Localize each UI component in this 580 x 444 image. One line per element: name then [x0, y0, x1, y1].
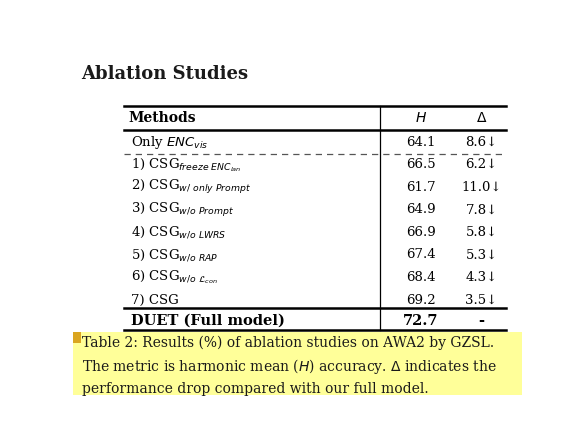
Text: 68.4: 68.4	[406, 271, 436, 284]
Text: 3) CSG$_{w/o\ Prompt}$: 3) CSG$_{w/o\ Prompt}$	[131, 201, 234, 219]
Text: 4.3↓: 4.3↓	[465, 271, 498, 284]
Text: 5.3↓: 5.3↓	[465, 249, 498, 262]
Text: 61.7: 61.7	[406, 181, 436, 194]
Text: 69.2: 69.2	[406, 293, 436, 307]
Text: Methods: Methods	[129, 111, 196, 125]
Text: 72.7: 72.7	[403, 313, 438, 328]
Text: 66.5: 66.5	[406, 158, 436, 171]
Text: DUET (Full model): DUET (Full model)	[131, 313, 285, 328]
Text: 5.8↓: 5.8↓	[466, 226, 498, 239]
Text: 6.2↓: 6.2↓	[465, 158, 498, 171]
Text: 7) CSG: 7) CSG	[131, 293, 179, 307]
Text: $H$: $H$	[415, 111, 427, 125]
Text: 5) CSG$_{w/o\ RAP}$: 5) CSG$_{w/o\ RAP}$	[131, 247, 219, 263]
Text: 67.4: 67.4	[406, 249, 436, 262]
Text: 64.9: 64.9	[406, 203, 436, 216]
Text: 8.6↓: 8.6↓	[465, 136, 498, 149]
Text: 1) CSG$_{freeze\ ENC_{lan}}$: 1) CSG$_{freeze\ ENC_{lan}}$	[131, 156, 241, 174]
Text: 11.0↓: 11.0↓	[461, 181, 502, 194]
Text: Table 2: Results (%) of ablation studies on AWA2 by GZSL.
The metric is harmonic: Table 2: Results (%) of ablation studies…	[82, 336, 497, 396]
Text: Ablation Studies: Ablation Studies	[81, 65, 249, 83]
Text: -: -	[478, 313, 484, 328]
Bar	[72, 332, 81, 343]
Text: 4) CSG$_{w/o\ LWRS}$: 4) CSG$_{w/o\ LWRS}$	[131, 225, 226, 240]
Text: 3.5↓: 3.5↓	[465, 293, 498, 307]
Text: Only $\mathit{ENC}_{vis}$: Only $\mathit{ENC}_{vis}$	[131, 134, 208, 151]
Text: $\Delta$: $\Delta$	[476, 111, 487, 125]
Text: 2) CSG$_{w/\ only\ Prompt}$: 2) CSG$_{w/\ only\ Prompt}$	[131, 178, 251, 196]
Text: 6) CSG$_{w/o\ \mathcal{L}_{con}}$: 6) CSG$_{w/o\ \mathcal{L}_{con}}$	[131, 269, 218, 286]
Bar	[72, 332, 522, 395]
Text: 66.9: 66.9	[406, 226, 436, 239]
Text: 64.1: 64.1	[406, 136, 436, 149]
Text: 7.8↓: 7.8↓	[465, 203, 498, 216]
